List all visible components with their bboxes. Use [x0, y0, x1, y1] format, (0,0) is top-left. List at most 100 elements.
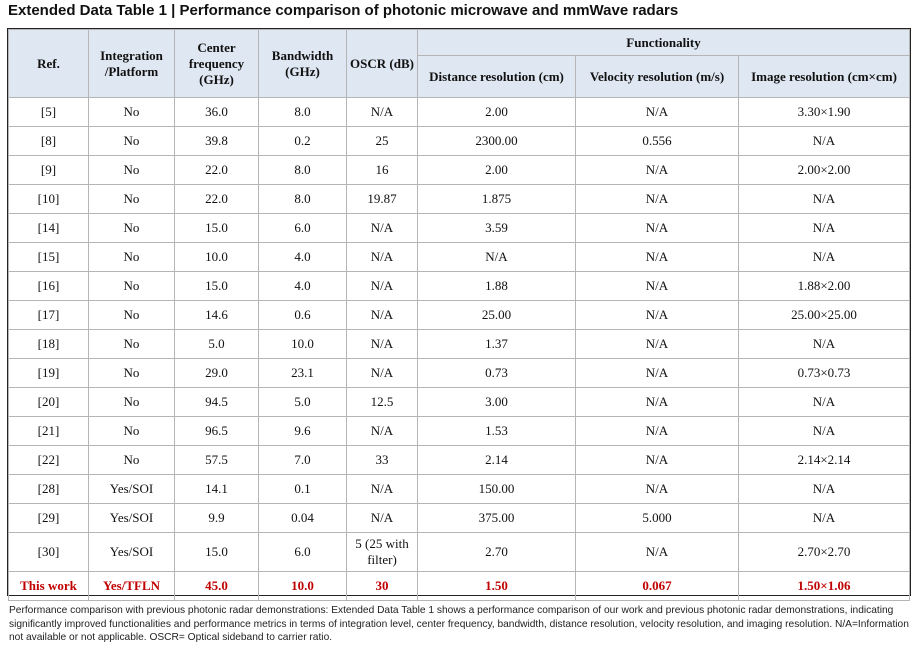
cell-image-resolution: 25.00×25.00	[738, 300, 910, 330]
cell-oscr: N/A	[346, 271, 418, 301]
cell-velocity-resolution: N/A	[575, 184, 739, 214]
cell-bandwidth: 10.0	[258, 329, 347, 359]
cell-bandwidth: 23.1	[258, 358, 347, 388]
cell-integration: No	[88, 184, 175, 214]
cell-integration: No	[88, 242, 175, 272]
cell-integration: No	[88, 300, 175, 330]
cell-oscr: N/A	[346, 213, 418, 243]
cell-ref: [17]	[8, 300, 89, 330]
cell-ref: [16]	[8, 271, 89, 301]
cell-center-frequency: 57.5	[174, 445, 259, 475]
cell-oscr: N/A	[346, 474, 418, 504]
cell-velocity-resolution: N/A	[575, 387, 739, 417]
cell-distance-resolution: 1.50	[417, 571, 576, 601]
table-row: [19] No 29.0 23.1 N/A 0.73 N/A 0.73×0.73	[8, 358, 910, 388]
cell-velocity-resolution: N/A	[575, 242, 739, 272]
cell-oscr: N/A	[346, 503, 418, 533]
cell-ref: [8]	[8, 126, 89, 156]
table-row: [14] No 15.0 6.0 N/A 3.59 N/A N/A	[8, 213, 910, 243]
cell-center-frequency: 45.0	[174, 571, 259, 601]
table-row: [30] Yes/SOI 15.0 6.0 5 (25 with filter) 2.70…	[8, 532, 910, 572]
cell-velocity-resolution: N/A	[575, 416, 739, 446]
cell-bandwidth: 6.0	[258, 532, 347, 572]
cell-bandwidth: 4.0	[258, 242, 347, 272]
table-body: [5] No 36.0 8.0 N/A 2.00 N/A 3.30×1.90 [8] No 39.8…	[8, 97, 910, 601]
cell-distance-resolution: 25.00	[417, 300, 576, 330]
cell-velocity-resolution: N/A	[575, 358, 739, 388]
cell-center-frequency: 15.0	[174, 271, 259, 301]
header-velocity-resolution: Velocity resolution (m/s)	[575, 55, 739, 98]
cell-oscr: 25	[346, 126, 418, 156]
cell-distance-resolution: 1.875	[417, 184, 576, 214]
cell-integration: No	[88, 416, 175, 446]
comparison-table: Ref. Integration /Platform Center freque…	[8, 29, 910, 601]
table-row: [16] No 15.0 4.0 N/A 1.88 N/A 1.88×2.00	[8, 271, 910, 301]
cell-bandwidth: 8.0	[258, 184, 347, 214]
cell-ref: [22]	[8, 445, 89, 475]
cell-oscr: N/A	[346, 242, 418, 272]
table-header: Ref. Integration /Platform Center freque…	[8, 29, 910, 98]
cell-oscr: N/A	[346, 329, 418, 359]
cell-center-frequency: 94.5	[174, 387, 259, 417]
cell-ref: [5]	[8, 97, 89, 127]
cell-distance-resolution: 3.00	[417, 387, 576, 417]
cell-integration: No	[88, 213, 175, 243]
table-row: [18] No 5.0 10.0 N/A 1.37 N/A N/A	[8, 329, 910, 359]
cell-integration: No	[88, 126, 175, 156]
cell-image-resolution: N/A	[738, 474, 910, 504]
header-distance-resolution: Distance resolution (cm)	[417, 55, 576, 98]
cell-image-resolution: N/A	[738, 242, 910, 272]
cell-velocity-resolution: 0.556	[575, 126, 739, 156]
cell-oscr: 30	[346, 571, 418, 601]
table-row: [9] No 22.0 8.0 16 2.00 N/A 2.00×2.00	[8, 155, 910, 185]
cell-oscr: N/A	[346, 416, 418, 446]
cell-integration: Yes/SOI	[88, 532, 175, 572]
cell-velocity-resolution: 0.067	[575, 571, 739, 601]
cell-center-frequency: 5.0	[174, 329, 259, 359]
cell-image-resolution: N/A	[738, 503, 910, 533]
cell-distance-resolution: 1.37	[417, 329, 576, 359]
cell-integration: Yes/SOI	[88, 503, 175, 533]
cell-image-resolution: N/A	[738, 387, 910, 417]
comparison-table-container: Ref. Integration /Platform Center freque…	[7, 28, 911, 601]
table-row: [5] No 36.0 8.0 N/A 2.00 N/A 3.30×1.90	[8, 97, 910, 127]
header-integration: Integration /Platform	[88, 29, 175, 98]
cell-velocity-resolution: N/A	[575, 329, 739, 359]
cell-bandwidth: 0.2	[258, 126, 347, 156]
cell-velocity-resolution: N/A	[575, 97, 739, 127]
header-bandwidth: Bandwidth (GHz)	[258, 29, 347, 98]
cell-bandwidth: 0.04	[258, 503, 347, 533]
cell-ref: This work	[8, 571, 89, 601]
cell-distance-resolution: 3.59	[417, 213, 576, 243]
cell-distance-resolution: 375.00	[417, 503, 576, 533]
cell-ref: [30]	[8, 532, 89, 572]
cell-velocity-resolution: N/A	[575, 300, 739, 330]
table-row: [15] No 10.0 4.0 N/A N/A N/A N/A	[8, 242, 910, 272]
header-functionality: Functionality	[417, 29, 910, 56]
cell-ref: [20]	[8, 387, 89, 417]
cell-image-resolution: 2.70×2.70	[738, 532, 910, 572]
cell-bandwidth: 5.0	[258, 387, 347, 417]
cell-center-frequency: 39.8	[174, 126, 259, 156]
cell-image-resolution: 0.73×0.73	[738, 358, 910, 388]
cell-distance-resolution: N/A	[417, 242, 576, 272]
cell-distance-resolution: 1.88	[417, 271, 576, 301]
cell-ref: [28]	[8, 474, 89, 504]
cell-integration: Yes/SOI	[88, 474, 175, 504]
cell-bandwidth: 9.6	[258, 416, 347, 446]
table-row: [28] Yes/SOI 14.1 0.1 N/A 150.00 N/A N/A	[8, 474, 910, 504]
cell-integration: No	[88, 271, 175, 301]
cell-bandwidth: 8.0	[258, 155, 347, 185]
cell-oscr: 33	[346, 445, 418, 475]
table-title: Extended Data Table 1 | Performance comp…	[8, 2, 679, 19]
cell-integration: Yes/TFLN	[88, 571, 175, 601]
table-row: [10] No 22.0 8.0 19.87 1.875 N/A N/A	[8, 184, 910, 214]
cell-image-resolution: 2.14×2.14	[738, 445, 910, 475]
cell-center-frequency: 29.0	[174, 358, 259, 388]
cell-bandwidth: 10.0	[258, 571, 347, 601]
table-row: [20] No 94.5 5.0 12.5 3.00 N/A N/A	[8, 387, 910, 417]
cell-ref: [10]	[8, 184, 89, 214]
cell-image-resolution: N/A	[738, 126, 910, 156]
cell-distance-resolution: 2300.00	[417, 126, 576, 156]
cell-center-frequency: 9.9	[174, 503, 259, 533]
